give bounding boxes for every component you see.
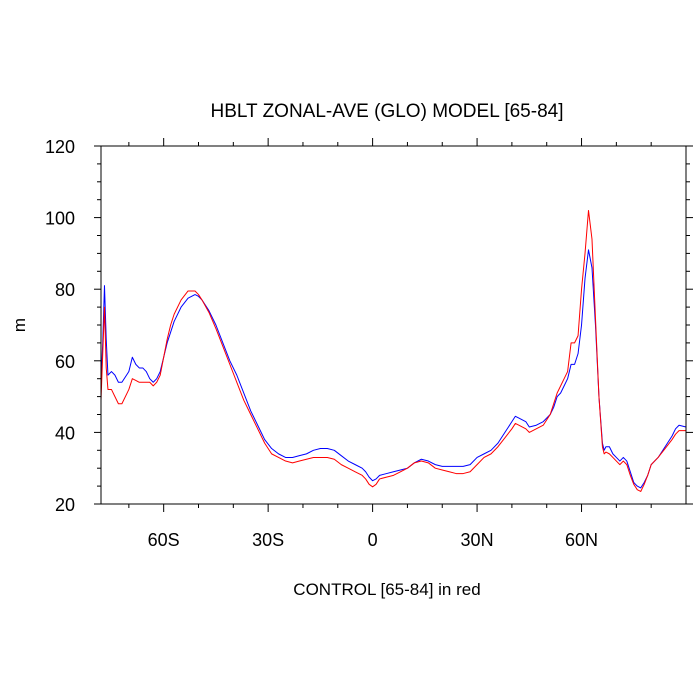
x-tick-label: 30N <box>461 530 494 550</box>
chart-title: HBLT ZONAL-AVE (GLO) MODEL [65-84] <box>210 101 563 122</box>
x-tick-label: 60N <box>565 530 598 550</box>
control-series-line <box>100 209 686 492</box>
y-tick-label: 120 <box>45 137 75 157</box>
axes-layer: 20 40 60 80 100 120 60S 30S 0 30N 60N <box>45 137 693 550</box>
y-axis-label: m <box>10 318 29 332</box>
x-axis-label: CONTROL [65-84] in red <box>293 580 480 599</box>
plot-frame <box>100 145 687 505</box>
y-tick-label: 100 <box>45 209 75 229</box>
y-tick-label: 80 <box>55 280 75 300</box>
series-layer <box>100 209 687 492</box>
x-tick-label: 0 <box>368 530 378 550</box>
x-tick-label: 30S <box>252 530 284 550</box>
x-tick-label: 60S <box>148 530 180 550</box>
y-tick-label: 40 <box>55 423 75 443</box>
y-tick-label: 60 <box>55 352 75 372</box>
y-tick-label: 20 <box>55 495 75 515</box>
